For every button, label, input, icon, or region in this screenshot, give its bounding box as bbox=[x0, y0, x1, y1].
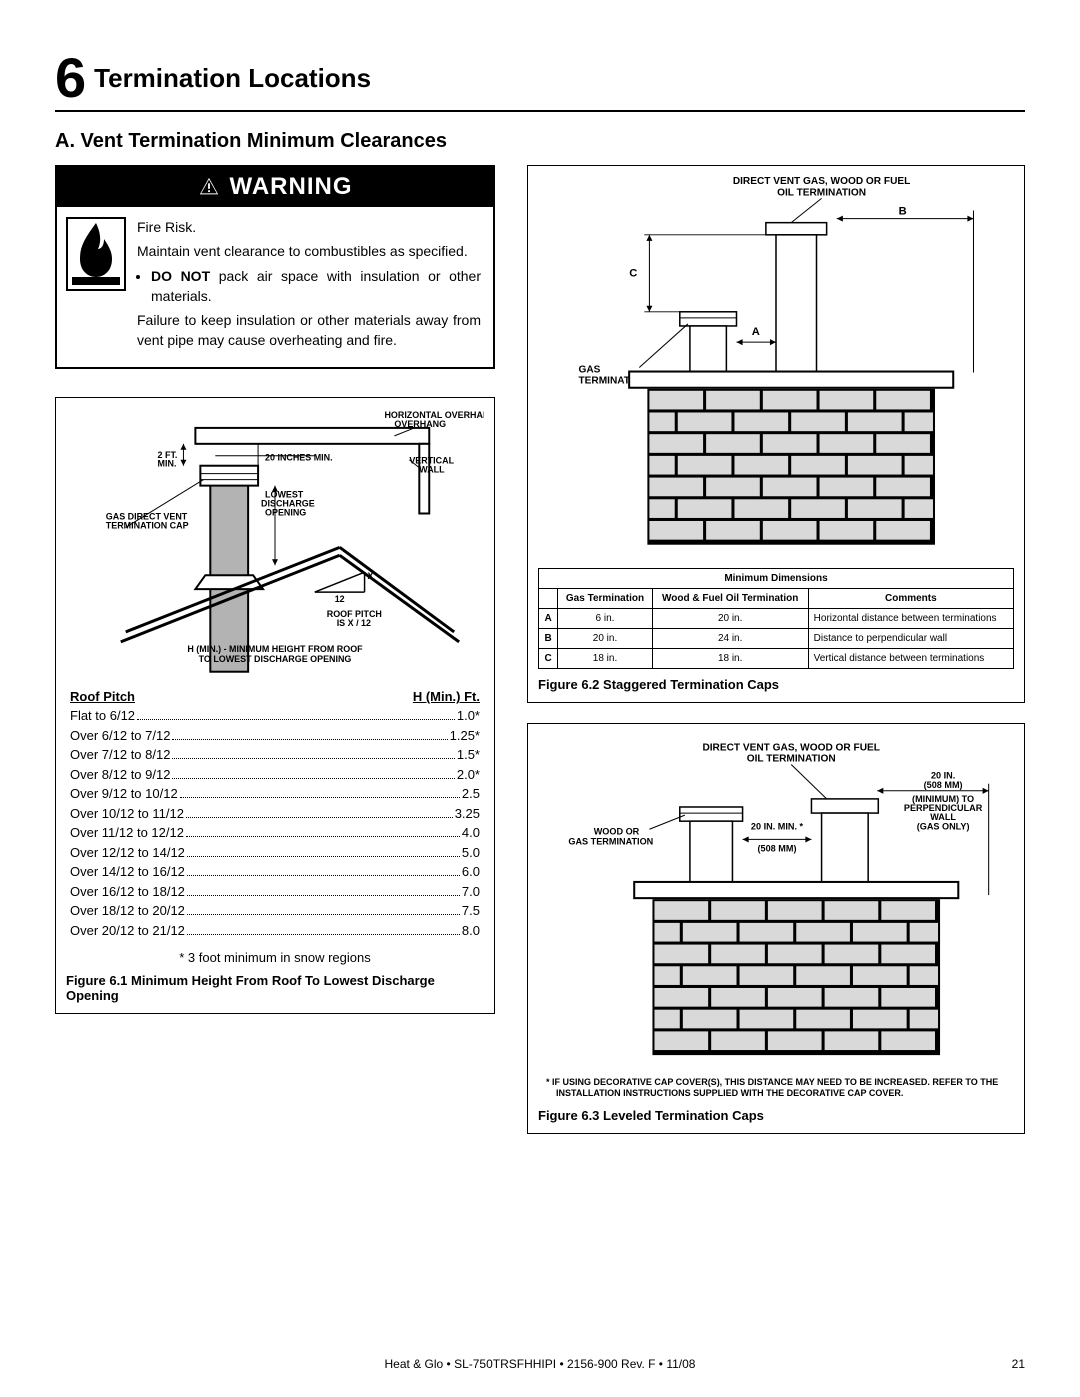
svg-text:(508 MM): (508 MM) bbox=[924, 780, 963, 790]
warning-box: WARNING Fire Risk. Maintain vent clearan… bbox=[55, 165, 495, 369]
figure-6-2-caption: Figure 6.2 Staggered Termination Caps bbox=[538, 677, 1014, 692]
svg-text:20 IN. MIN. *: 20 IN. MIN. * bbox=[751, 821, 804, 831]
svg-text:OIL TERMINATION: OIL TERMINATION bbox=[777, 187, 866, 198]
pitch-row: Over 7/12 to 8/121.5* bbox=[66, 745, 484, 765]
svg-text:OIL TERMINATION: OIL TERMINATION bbox=[747, 753, 836, 764]
pitch-row: Over 14/12 to 16/126.0 bbox=[66, 862, 484, 882]
svg-text:OPENING: OPENING bbox=[265, 507, 306, 517]
warning-banner-text: WARNING bbox=[230, 173, 353, 201]
svg-text:DIRECT VENT GAS, WOOD OR FUEL: DIRECT VENT GAS, WOOD OR FUEL bbox=[733, 176, 910, 187]
leveled-caps-diagram: DIRECT VENT GAS, WOOD OR FUEL OIL TERMIN… bbox=[538, 728, 1014, 1062]
warning-line2: Maintain vent clearance to combustibles … bbox=[137, 241, 481, 261]
svg-text:WALL: WALL bbox=[419, 464, 445, 474]
svg-text:(508 MM): (508 MM) bbox=[758, 843, 797, 853]
pitch-row: Over 11/12 to 12/124.0 bbox=[66, 823, 484, 843]
pitch-row: Over 16/12 to 18/127.0 bbox=[66, 882, 484, 902]
section-header: 6 Termination Locations bbox=[55, 50, 1025, 112]
figure-6-1-caption: Figure 6.1 Minimum Height From Roof To L… bbox=[66, 973, 484, 1003]
figure-6-3: DIRECT VENT GAS, WOOD OR FUEL OIL TERMIN… bbox=[527, 723, 1025, 1134]
roof-diagram: HORIZONTAL OVERHANG OVERHANG 2 FT. MIN. … bbox=[66, 408, 484, 677]
dim-head-gas: Gas Termination bbox=[558, 588, 652, 608]
svg-text:20 INCHES MIN.: 20 INCHES MIN. bbox=[265, 453, 333, 463]
svg-text:12: 12 bbox=[335, 594, 345, 604]
warning-triangle-icon bbox=[198, 176, 220, 198]
footer-center: Heat & Glo • SL-750TRSFHHIPI • 2156-900 … bbox=[0, 1357, 1080, 1371]
svg-text:A: A bbox=[752, 326, 760, 338]
dim-head-comments: Comments bbox=[808, 588, 1013, 608]
section-title: Termination Locations bbox=[94, 63, 371, 94]
svg-text:IS X / 12: IS X / 12 bbox=[337, 618, 371, 628]
pitch-row: Over 18/12 to 20/127.5 bbox=[66, 901, 484, 921]
dim-table-title: Minimum Dimensions bbox=[539, 568, 1014, 588]
svg-text:TERMINATION CAP: TERMINATION CAP bbox=[106, 520, 189, 530]
pitch-row: Over 10/12 to 11/123.25 bbox=[66, 804, 484, 824]
section-number: 6 bbox=[55, 50, 84, 106]
svg-text:H (MIN.) - MINIMUM HEIGHT FROM: H (MIN.) - MINIMUM HEIGHT FROM ROOF bbox=[187, 644, 363, 654]
svg-text:DIRECT VENT GAS, WOOD OR FUEL: DIRECT VENT GAS, WOOD OR FUEL bbox=[702, 742, 879, 753]
svg-text:OVERHANG: OVERHANG bbox=[394, 419, 446, 429]
staggered-caps-diagram: DIRECT VENT GAS, WOOD OR FUEL OIL TERMIN… bbox=[538, 170, 1014, 555]
warning-line1: Fire Risk. bbox=[137, 217, 481, 237]
svg-text:GAS TERMINATION: GAS TERMINATION bbox=[568, 836, 653, 846]
pitch-row: Over 12/12 to 14/125.0 bbox=[66, 843, 484, 863]
pitch-row: Over 6/12 to 7/121.25* bbox=[66, 726, 484, 746]
min-dimensions-table: Minimum Dimensions Gas Termination Wood … bbox=[538, 568, 1014, 669]
warning-bullet: DO NOT pack air space with insulation or… bbox=[151, 266, 481, 307]
svg-text:B: B bbox=[899, 206, 907, 218]
warning-banner: WARNING bbox=[57, 167, 493, 207]
dim-row: B20 in.24 in.Distance to perpendicular w… bbox=[539, 628, 1014, 648]
svg-text:C: C bbox=[629, 267, 637, 279]
pitch-row: Over 8/12 to 9/122.0* bbox=[66, 765, 484, 785]
pitch-row: Flat to 6/121.0* bbox=[66, 706, 484, 726]
pitch-head-1: Roof Pitch bbox=[70, 689, 135, 704]
dim-head-wood: Wood & Fuel Oil Termination bbox=[652, 588, 808, 608]
pitch-row: Over 9/12 to 10/122.5 bbox=[66, 784, 484, 804]
figure-6-3-caption: Figure 6.3 Leveled Termination Caps bbox=[538, 1108, 1014, 1123]
svg-text:WOOD OR: WOOD OR bbox=[594, 826, 640, 836]
svg-text:TO LOWEST DISCHARGE OPENING: TO LOWEST DISCHARGE OPENING bbox=[199, 654, 352, 664]
svg-text:MIN.: MIN. bbox=[158, 458, 177, 468]
figure-6-3-footnote: * IF USING DECORATIVE CAP COVER(S), THIS… bbox=[538, 1077, 1014, 1100]
svg-text:X: X bbox=[368, 571, 374, 581]
pitch-row: Over 20/12 to 21/128.0 bbox=[66, 921, 484, 941]
warning-text: Fire Risk. Maintain vent clearance to co… bbox=[137, 217, 481, 355]
dim-row: C18 in.18 in.Vertical distance between t… bbox=[539, 648, 1014, 668]
dim-row: A6 in.20 in.Horizontal distance between … bbox=[539, 608, 1014, 628]
pitch-head-2: H (Min.) Ft. bbox=[413, 689, 480, 704]
figure-6-1: HORIZONTAL OVERHANG OVERHANG 2 FT. MIN. … bbox=[55, 397, 495, 1015]
fire-icon bbox=[65, 217, 127, 291]
pitch-note: * 3 foot minimum in snow regions bbox=[66, 950, 484, 965]
page-footer: Heat & Glo • SL-750TRSFHHIPI • 2156-900 … bbox=[0, 1357, 1080, 1371]
svg-text:GAS: GAS bbox=[579, 365, 601, 376]
svg-text:(GAS ONLY): (GAS ONLY) bbox=[917, 821, 970, 831]
warning-line3: Failure to keep insulation or other mate… bbox=[137, 310, 481, 351]
figure-6-2: DIRECT VENT GAS, WOOD OR FUEL OIL TERMIN… bbox=[527, 165, 1025, 703]
subheading-a: A. Vent Termination Minimum Clearances bbox=[55, 130, 1025, 153]
roof-pitch-table: Roof Pitch H (Min.) Ft. Flat to 6/121.0*… bbox=[66, 689, 484, 965]
